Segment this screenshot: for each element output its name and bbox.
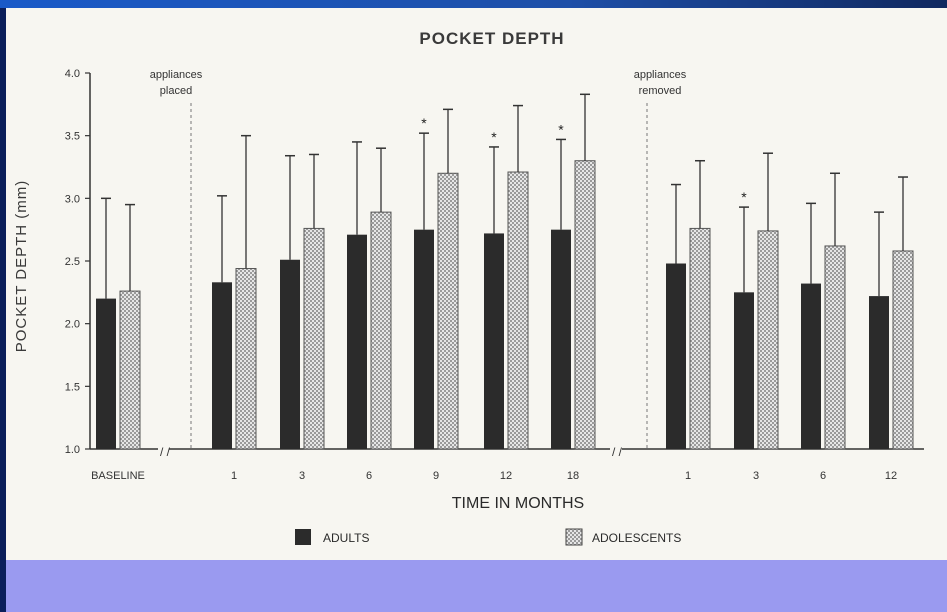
bar-adolescents [757, 230, 779, 450]
bar-adults [869, 296, 889, 449]
x-tick-label: 6 [366, 470, 372, 482]
significance-mark: * [421, 115, 427, 131]
y-tick-label: 3.0 [65, 193, 80, 205]
x-tick-label: 1 [685, 470, 691, 482]
phase-annotation: appliances [634, 69, 687, 81]
chart-panel: POCKET DEPTH POCKET DEPTH (mm) TIME IN M… [6, 8, 947, 560]
y-axis-label: POCKET DEPTH (mm) [13, 180, 30, 353]
bar-adolescents [437, 172, 459, 450]
significance-mark: * [491, 129, 497, 145]
slide-top-band [0, 0, 947, 8]
bar-adolescents [235, 268, 257, 450]
legend-label-adults: ADULTS [323, 531, 369, 545]
x-tick-label: 1 [231, 470, 237, 482]
bar-adults [280, 259, 300, 449]
bar-adults [347, 234, 367, 449]
x-tick-label: BASELINE [91, 470, 145, 482]
y-tick-label: 1.0 [65, 444, 80, 456]
bar-adolescents [574, 160, 596, 450]
bar-adolescents [689, 227, 711, 450]
bar-adolescents [119, 290, 141, 450]
slide-bottom-band [6, 560, 947, 612]
phase-annotation: appliances [150, 69, 203, 81]
bar-adults [96, 298, 116, 449]
legend-swatch-adolescents [565, 528, 583, 546]
legend-label-adolescents: ADOLESCENTS [592, 531, 681, 545]
phase-annotation: removed [639, 85, 682, 97]
y-tick-label: 4.0 [65, 68, 80, 80]
x-tick-label: 12 [500, 470, 512, 482]
significance-mark: * [741, 189, 747, 205]
x-tick-label: 3 [753, 470, 759, 482]
bar-adults [484, 233, 504, 449]
bar-adolescents [824, 245, 846, 450]
x-tick-label: 9 [433, 470, 439, 482]
phase-annotation: placed [160, 85, 192, 97]
y-tick-label: 2.5 [65, 256, 80, 268]
bar-adolescents [370, 211, 392, 450]
y-tick-label: 3.5 [65, 131, 80, 143]
x-tick-label: 6 [820, 470, 826, 482]
axis-break-mark: / / [612, 445, 623, 459]
bar-adolescents [303, 227, 325, 450]
slide-left-edge [0, 8, 6, 612]
legend-swatch-adults [295, 529, 311, 545]
plot-area: / / / / 1.0 1.5 2.0 2.5 3.0 3.5 4.0 BASELINE 1 3 6 9 1… [65, 68, 924, 482]
x-axis-label: TIME IN MONTHS [452, 495, 584, 512]
significance-mark: * [558, 121, 564, 137]
axis-break-mark: / / [160, 445, 171, 459]
bar-adults [801, 283, 821, 449]
bar-adults [212, 282, 232, 449]
legend: ADULTS ADOLESCENTS [295, 528, 681, 546]
y-tick-label: 1.5 [65, 381, 80, 393]
x-tick-label: 12 [885, 470, 897, 482]
y-tick-label: 2.0 [65, 319, 80, 331]
bar-adolescents [507, 171, 529, 450]
x-tick-label: 18 [567, 470, 579, 482]
bar-adolescents [892, 250, 914, 450]
bar-adults [414, 229, 434, 449]
chart-title: POCKET DEPTH [419, 29, 564, 48]
bar-adults [551, 229, 571, 449]
x-tick-label: 3 [299, 470, 305, 482]
pocket-depth-chart: POCKET DEPTH POCKET DEPTH (mm) TIME IN M… [13, 29, 924, 546]
bar-adults [666, 263, 686, 449]
bar-adults [734, 292, 754, 449]
